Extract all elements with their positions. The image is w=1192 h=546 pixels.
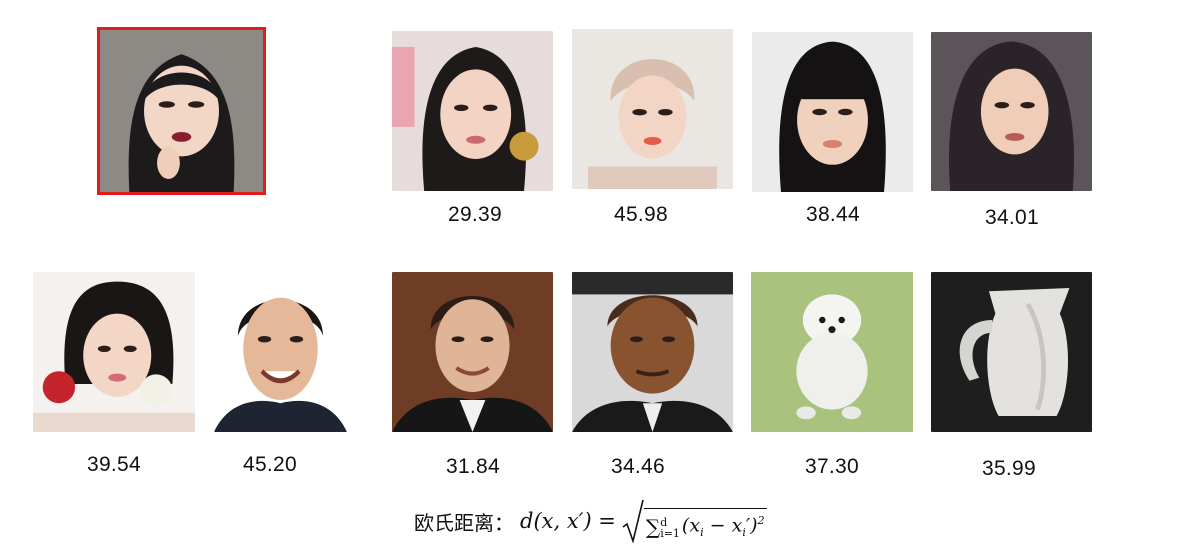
term-subscript-1: i: [700, 526, 704, 540]
score-5: 39.54: [86, 453, 142, 476]
result-photo-10: [931, 272, 1092, 432]
score-10: 35.99: [981, 457, 1037, 480]
score-1: 29.39: [447, 203, 503, 226]
score-2: 45.98: [613, 203, 669, 226]
woman-long-hair-image: [931, 32, 1092, 191]
result-photo-6: [214, 272, 347, 432]
result-photo-9: [751, 272, 913, 432]
score-9: 37.30: [804, 455, 860, 478]
term-exponent: 2: [757, 514, 765, 528]
sigma-glyph: ∑: [645, 515, 661, 539]
query-face-image: [100, 30, 263, 192]
query-face-photo: [97, 27, 266, 195]
formula-lhs: d(x, x′) =: [520, 509, 616, 533]
term-close: ′): [745, 514, 758, 537]
man-textured-face-image: [572, 272, 733, 432]
sum-symbol: ∑ d i=1: [646, 515, 682, 539]
term-minus: − x: [703, 514, 743, 537]
euclidean-distance-formula: 欧氏距离： d(x, x′) = ∑ d i=1 (xi − xi′)2: [414, 496, 767, 546]
man-suit-image: [392, 272, 553, 432]
result-photo-4: [931, 32, 1092, 191]
score-6: 45.20: [242, 453, 298, 476]
term-subscript-2: i: [742, 526, 746, 540]
result-photo-7: [392, 272, 553, 432]
score-3: 38.44: [805, 203, 861, 226]
white-pitcher-image: [931, 272, 1092, 432]
formula-radicand: ∑ d i=1 (xi − xi′)2: [643, 508, 767, 543]
woman-roses-image: [33, 272, 195, 432]
result-photo-8: [572, 272, 733, 432]
score-4: 34.01: [984, 206, 1040, 229]
result-photo-2: [572, 29, 733, 189]
woman-bangs-image: [752, 32, 913, 192]
sum-lower-limit: i=1: [660, 527, 680, 540]
score-7: 31.84: [445, 455, 501, 478]
term-open: (x: [681, 514, 701, 537]
result-photo-3: [752, 32, 913, 192]
result-photo-5: [33, 272, 195, 432]
formula-label: 欧氏距离：: [414, 510, 514, 535]
sum-term: (xi − xi′)2: [682, 514, 765, 539]
score-8: 34.46: [610, 455, 666, 478]
result-photo-1: [392, 31, 553, 191]
woman-turban-image: [572, 29, 733, 189]
man-smiling-image: [214, 272, 347, 432]
sum-limits: d i=1: [660, 517, 680, 539]
radical-sign-icon: [622, 499, 644, 543]
square-root: ∑ d i=1 (xi − xi′)2: [622, 499, 767, 543]
woman-face-image: [392, 31, 553, 191]
white-dog-image: [751, 272, 913, 432]
sum-upper-limit: d: [660, 516, 668, 529]
